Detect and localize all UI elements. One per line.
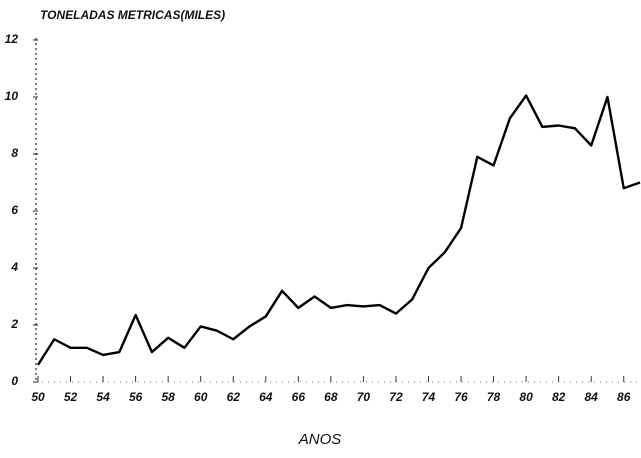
x-tick-label: 86 [617, 390, 631, 404]
x-tick-label: 54 [96, 390, 110, 404]
x-tick-label: 72 [389, 390, 403, 404]
x-axis-label: ANOS [298, 431, 342, 448]
x-tick-label: 76 [454, 390, 468, 404]
y-tick-label: 10 [5, 89, 19, 103]
x-tick-label: 56 [129, 390, 143, 404]
y-tick-label: 4 [10, 260, 18, 274]
chart-title: TONELADAS METRICAS(MILES) [40, 8, 225, 22]
x-tick-label: 62 [227, 390, 241, 404]
x-tick-label: 84 [585, 390, 599, 404]
x-tick-label: 64 [259, 390, 273, 404]
x-tick-label: 70 [357, 390, 371, 404]
x-tick-label: 60 [194, 390, 208, 404]
x-tick-label: 52 [64, 390, 78, 404]
x-tick-label: 74 [422, 390, 436, 404]
data-line [36, 94, 641, 366]
y-tick-label: 12 [5, 32, 19, 46]
x-tick-label: 68 [324, 390, 338, 404]
x-tick-label: 80 [519, 390, 533, 404]
x-tick-label: 50 [31, 390, 45, 404]
y-tick-label: 0 [11, 374, 18, 388]
y-tick-label: 2 [10, 317, 18, 331]
x-tick-label: 82 [552, 390, 566, 404]
x-tick-label: 66 [292, 390, 306, 404]
y-tick-label: 6 [11, 203, 18, 217]
x-tick-label: 58 [161, 390, 175, 404]
x-tick-label: 78 [487, 390, 501, 404]
y-tick-label: 8 [11, 146, 18, 160]
